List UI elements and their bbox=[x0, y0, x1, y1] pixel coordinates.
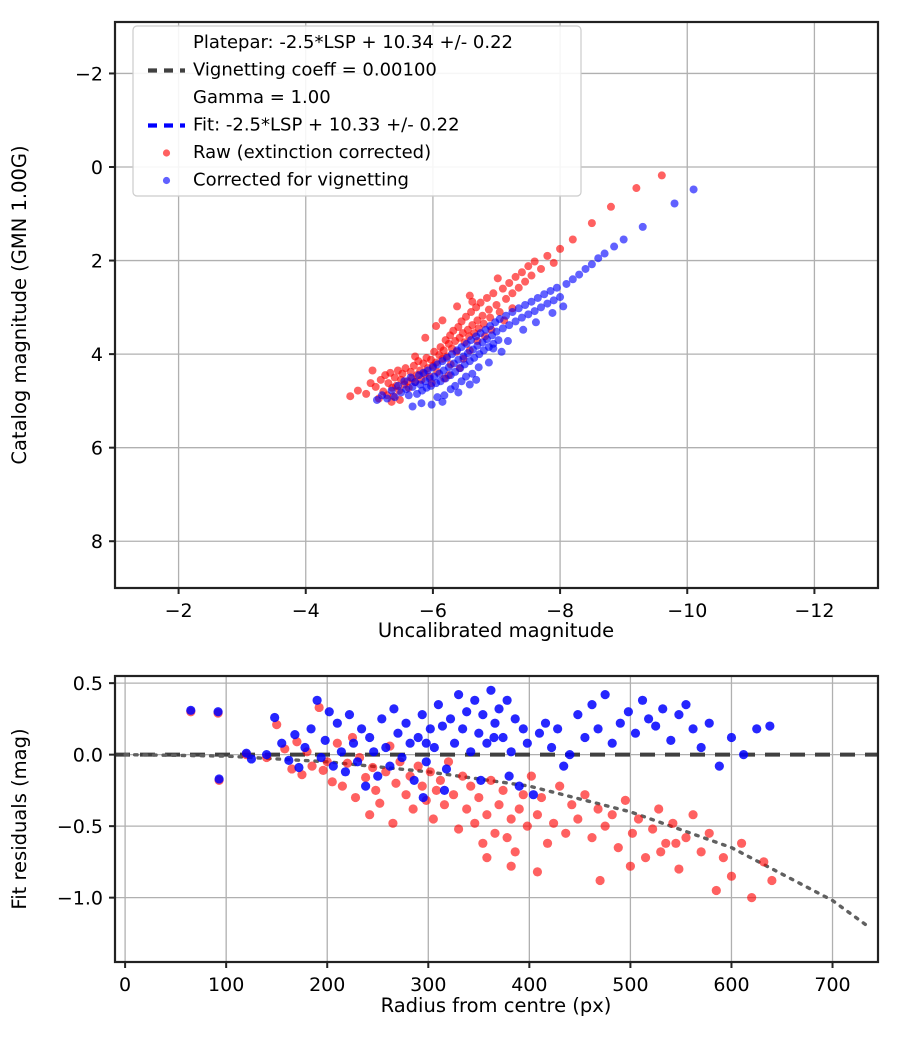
residuals-y-axis-label: Fit residuals (mag) bbox=[8, 728, 31, 909]
svg-text:0: 0 bbox=[91, 157, 103, 179]
svg-text:2: 2 bbox=[91, 251, 103, 273]
svg-text:0.0: 0.0 bbox=[73, 745, 103, 767]
svg-text:400: 400 bbox=[511, 974, 547, 996]
svg-text:−12: −12 bbox=[794, 600, 834, 622]
legend: Platepar: -2.5*LSP + 10.34 +/- 0.22 Vigne… bbox=[132, 25, 582, 197]
svg-text:−2: −2 bbox=[75, 63, 103, 85]
vignetting-curve bbox=[123, 752, 870, 928]
svg-text:6: 6 bbox=[91, 438, 103, 460]
top-y-axis-label: Catalog magnitude (GMN 1.00G) bbox=[8, 145, 31, 464]
top-axis-ticks: −2 −4 −6 −8 −10 −12 −2 0 2 4 6 8 bbox=[75, 63, 834, 622]
legend-entry-label: Platepar: -2.5*LSP + 10.34 +/- 0.22 bbox=[193, 32, 513, 53]
top-axes-frame bbox=[113, 20, 880, 590]
legend-entry-label: Fit: -2.5*LSP + 10.33 +/- 0.22 bbox=[193, 115, 460, 136]
svg-text:−6: −6 bbox=[419, 600, 447, 622]
svg-text:100: 100 bbox=[208, 974, 244, 996]
legend-entry-label: Corrected for vignetting bbox=[193, 170, 409, 191]
fit-residuals-plot: 0 100 200 300 400 500 600 700 0.5 0.0 −0.5 −1.0 Rad… bbox=[8, 673, 880, 1017]
svg-text:200: 200 bbox=[309, 974, 345, 996]
svg-text:−2: −2 bbox=[165, 600, 193, 622]
residuals-axis-ticks: 0 100 200 300 400 500 600 700 0.5 0.0 −0.5 −1.0 bbox=[57, 673, 851, 996]
svg-text:0.5: 0.5 bbox=[73, 673, 103, 695]
svg-text:600: 600 bbox=[713, 974, 749, 996]
top-x-axis-label: Uncalibrated magnitude bbox=[378, 619, 614, 642]
residuals-corrected-points bbox=[186, 685, 775, 803]
legend-entry-label: Vignetting coeff = 0.00100 bbox=[193, 60, 437, 81]
svg-text:8: 8 bbox=[91, 531, 103, 553]
legend-entry-label: Gamma = 1.00 bbox=[193, 87, 331, 108]
svg-text:−10: −10 bbox=[667, 600, 707, 622]
residuals-axes-frame bbox=[113, 674, 880, 964]
svg-text:−0.5: −0.5 bbox=[57, 816, 103, 838]
residuals-x-axis-label: Radius from centre (px) bbox=[381, 994, 612, 1017]
photometric-calibration-plot: −2 −4 −6 −8 −10 −12 −2 0 2 4 6 8 Uncalibrated magni… bbox=[8, 20, 880, 642]
svg-text:700: 700 bbox=[814, 974, 850, 996]
svg-text:−8: −8 bbox=[546, 600, 574, 622]
svg-text:4: 4 bbox=[91, 344, 103, 366]
legend-entry-label: Raw (extinction corrected) bbox=[193, 142, 431, 163]
svg-text:−1.0: −1.0 bbox=[57, 888, 103, 910]
svg-text:−4: −4 bbox=[292, 600, 320, 622]
corrected-scatter-points bbox=[372, 185, 698, 411]
svg-text:0: 0 bbox=[119, 974, 131, 996]
legend-box bbox=[132, 25, 582, 197]
svg-text:500: 500 bbox=[612, 974, 648, 996]
svg-text:300: 300 bbox=[410, 974, 446, 996]
